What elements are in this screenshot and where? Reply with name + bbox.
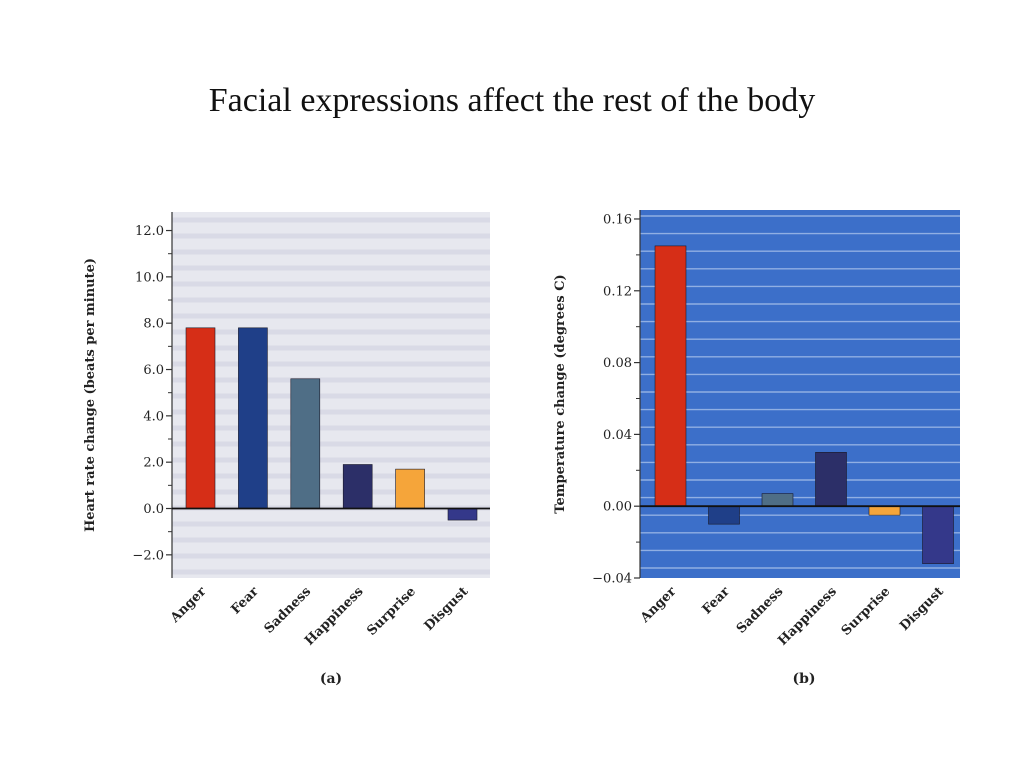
bar-fear: [238, 327, 268, 509]
bar-sadness: [761, 493, 794, 507]
bar-anger: [185, 327, 216, 509]
slide-title: Facial expressions affect the rest of th…: [208, 82, 816, 119]
y-tick-label: 0.16: [603, 212, 632, 227]
bar-anger: [654, 245, 687, 507]
y-tick-label: 4.0: [143, 409, 164, 424]
y-axis-title: Temperature change (degrees C): [553, 274, 568, 513]
y-tick-label: 0.04: [603, 428, 632, 443]
y-tick-label: 0.00: [603, 500, 632, 515]
y-tick-label: 8.0: [143, 317, 164, 332]
y-tick-label: 2.0: [143, 456, 164, 471]
bar-disgust: [922, 505, 954, 564]
y-tick-label: 0.08: [603, 356, 632, 371]
panel-label: (b): [792, 671, 815, 687]
y-tick-label: 6.0: [143, 363, 164, 378]
y-tick-label: 10.0: [135, 270, 164, 285]
bar-fear: [708, 505, 740, 525]
y-axis-title: Heart rate change (beats per minute): [83, 258, 98, 532]
plot-area: [640, 210, 960, 578]
bar-sadness: [290, 378, 321, 509]
y-tick-label: 12.0: [135, 224, 164, 239]
bar-surprise: [868, 505, 901, 516]
category-label-anger: Anger: [637, 584, 679, 626]
category-label-disgust: Disgust: [897, 584, 947, 634]
bar-happiness: [342, 464, 373, 509]
y-tick-label: −2.0: [132, 548, 164, 563]
y-tick-label: 0.12: [603, 284, 632, 299]
bar-happiness: [815, 452, 847, 507]
category-label-surprise: Surprise: [839, 584, 894, 639]
y-tick-label: −0.04: [592, 572, 632, 587]
category-label-fear: Fear: [700, 584, 733, 617]
category-label-sadness: Sadness: [734, 584, 787, 637]
panel-label: (a): [320, 671, 342, 687]
y-tick-label: 0.0: [143, 502, 164, 517]
bar-surprise: [395, 468, 425, 509]
